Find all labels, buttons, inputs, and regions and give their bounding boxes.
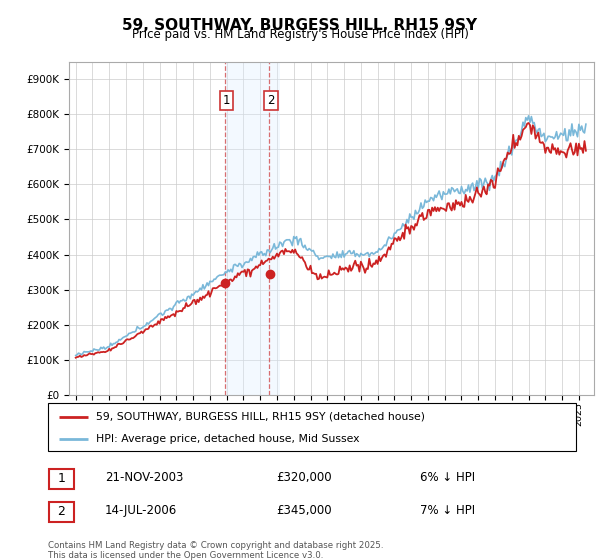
Text: 21-NOV-2003: 21-NOV-2003 [105, 471, 184, 484]
Text: 59, SOUTHWAY, BURGESS HILL, RH15 9SY (detached house): 59, SOUTHWAY, BURGESS HILL, RH15 9SY (de… [95, 412, 425, 422]
Text: 1: 1 [58, 472, 65, 486]
Text: Contains HM Land Registry data © Crown copyright and database right 2025.
This d: Contains HM Land Registry data © Crown c… [48, 541, 383, 560]
Text: 7% ↓ HPI: 7% ↓ HPI [420, 504, 475, 517]
Text: 1: 1 [223, 94, 230, 107]
Text: £345,000: £345,000 [276, 504, 332, 517]
Bar [225, 62, 280, 395]
Text: 14-JUL-2006: 14-JUL-2006 [105, 504, 177, 517]
Text: 2: 2 [58, 505, 65, 519]
Text: 2: 2 [268, 94, 275, 107]
Text: 59, SOUTHWAY, BURGESS HILL, RH15 9SY: 59, SOUTHWAY, BURGESS HILL, RH15 9SY [122, 18, 478, 33]
Text: HPI: Average price, detached house, Mid Sussex: HPI: Average price, detached house, Mid … [95, 434, 359, 444]
Text: Price paid vs. HM Land Registry's House Price Index (HPI): Price paid vs. HM Land Registry's House … [131, 28, 469, 41]
Text: £320,000: £320,000 [276, 471, 332, 484]
Text: 6% ↓ HPI: 6% ↓ HPI [420, 471, 475, 484]
